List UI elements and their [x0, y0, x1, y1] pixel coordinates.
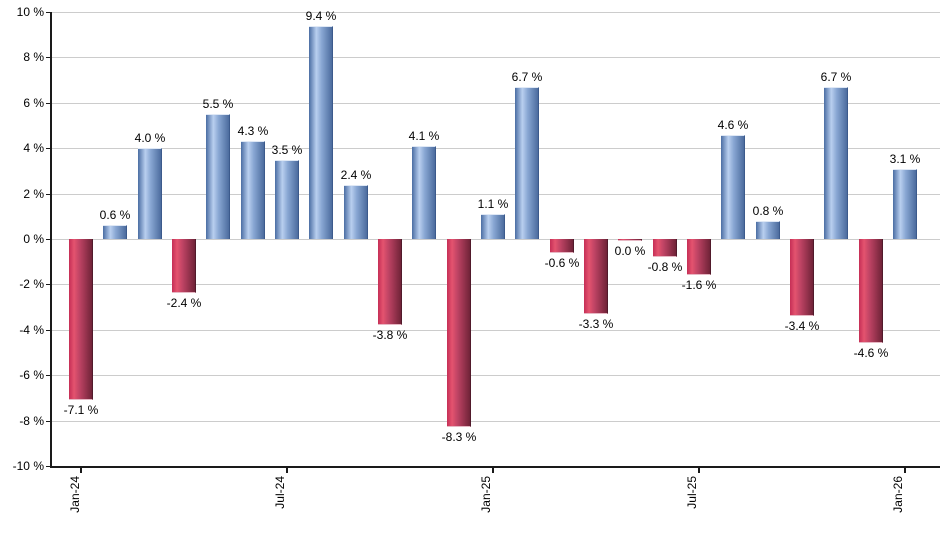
bar-Jan-25 [481, 214, 505, 239]
x-axis-tick-label: Jul-24 [273, 476, 287, 509]
y-axis-tick-label: -4 % [19, 323, 44, 337]
bar-value-label: 4.0 % [134, 131, 166, 145]
x-axis-line [50, 466, 940, 468]
y-gridline [50, 12, 940, 13]
y-gridline [50, 284, 940, 285]
bar-Nov-24 [412, 146, 436, 239]
bar-value-label: -2.4 % [166, 296, 202, 310]
bar-value-label: 3.5 % [271, 143, 303, 157]
y-axis-tick-label: 8 % [23, 50, 44, 64]
y-gridline [50, 148, 940, 149]
y-axis-tick-mark [46, 148, 50, 149]
bar-Jul-24 [275, 160, 299, 239]
bar-May-25 [618, 239, 642, 241]
y-axis-tick-label: -2 % [19, 277, 44, 291]
bar-Mar-25 [550, 239, 574, 253]
bar-value-label: 3.1 % [889, 152, 921, 166]
bar-value-label: 4.6 % [717, 118, 749, 132]
y-axis-line [50, 12, 52, 468]
bar-value-label: 0.8 % [752, 204, 784, 218]
y-axis-tick-mark [46, 466, 50, 467]
y-axis-tick-mark [46, 194, 50, 195]
bar-value-label: 5.5 % [202, 97, 234, 111]
bar-Feb-24 [103, 225, 127, 239]
bar-value-label: 6.7 % [820, 70, 852, 84]
y-gridline [50, 103, 940, 104]
bar-value-label: 4.1 % [408, 129, 440, 143]
bar-value-label: 9.4 % [305, 9, 337, 23]
bar-value-label: -8.3 % [441, 430, 477, 444]
bar-value-label: -3.3 % [578, 317, 614, 331]
y-axis-tick-mark [46, 239, 50, 240]
y-axis-tick-label: -10 % [12, 459, 44, 473]
y-gridline [50, 421, 940, 422]
bar-value-label: 0.0 % [614, 244, 646, 258]
bar-value-label: 0.6 % [99, 208, 131, 222]
bar-Dec-24 [447, 239, 471, 427]
bar-Jun-25 [653, 239, 677, 257]
bar-Sep-24 [344, 185, 368, 239]
x-axis-tick-label: Jan-26 [891, 476, 905, 513]
bar-Apr-24 [172, 239, 196, 293]
bar-value-label: 4.3 % [237, 124, 269, 138]
bar-value-label: -0.8 % [647, 260, 683, 274]
bar-Sep-25 [756, 221, 780, 239]
y-axis-tick-label: 0 % [23, 232, 44, 246]
y-axis-tick-label: 6 % [23, 96, 44, 110]
y-gridline [50, 57, 940, 58]
bar-Apr-25 [584, 239, 608, 314]
y-axis-tick-mark [46, 421, 50, 422]
y-axis-tick-label: -6 % [19, 368, 44, 382]
bar-value-label: 1.1 % [477, 197, 509, 211]
y-gridline [50, 239, 940, 240]
y-axis-tick-label: 2 % [23, 187, 44, 201]
x-axis-tick-mark [698, 466, 700, 473]
bar-Oct-25 [790, 239, 814, 316]
bar-value-label: -1.6 % [681, 278, 717, 292]
y-gridline [50, 375, 940, 376]
bar-Oct-24 [378, 239, 402, 325]
x-axis-tick-mark [80, 466, 82, 473]
bar-Jan-24 [69, 239, 93, 400]
x-axis-tick-label: Jul-25 [685, 476, 699, 509]
y-axis-tick-mark [46, 284, 50, 285]
y-gridline [50, 194, 940, 195]
bar-Feb-25 [515, 87, 539, 239]
y-axis-tick-mark [46, 375, 50, 376]
bar-value-label: -0.6 % [544, 256, 580, 270]
y-axis-tick-label: 4 % [23, 141, 44, 155]
y-axis-tick-label: -8 % [19, 414, 44, 428]
bar-value-label: 2.4 % [340, 168, 372, 182]
bar-value-label: -4.6 % [853, 346, 889, 360]
x-axis-tick-mark [904, 466, 906, 473]
bar-Aug-24 [309, 26, 333, 239]
bar-Mar-24 [138, 148, 162, 239]
bar-value-label: -3.8 % [372, 328, 408, 342]
y-axis-tick-label: 10 % [16, 5, 44, 19]
y-gridline [50, 330, 940, 331]
bar-value-label: -7.1 % [63, 403, 99, 417]
bar-Jul-25 [687, 239, 711, 275]
bar-value-label: 6.7 % [511, 70, 543, 84]
bar-Aug-25 [721, 135, 745, 239]
bar-Dec-25 [859, 239, 883, 343]
bar-Jan-26 [893, 169, 917, 239]
x-axis-tick-mark [492, 466, 494, 473]
x-axis-tick-label: Jan-24 [68, 476, 82, 513]
x-axis-tick-label: Jan-25 [479, 476, 493, 513]
y-axis-tick-mark [46, 12, 50, 13]
y-axis-tick-mark [46, 330, 50, 331]
y-axis-tick-mark [46, 103, 50, 104]
bar-Nov-25 [824, 87, 848, 239]
bar-value-label: -3.4 % [784, 319, 820, 333]
y-axis-tick-mark [46, 57, 50, 58]
bar-May-24 [206, 114, 230, 239]
x-axis-tick-mark [286, 466, 288, 473]
bar-Jun-24 [241, 141, 265, 239]
